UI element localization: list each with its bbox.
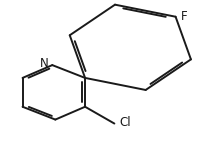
Text: N: N bbox=[40, 57, 49, 70]
Text: F: F bbox=[181, 10, 188, 23]
Text: Cl: Cl bbox=[120, 116, 132, 129]
